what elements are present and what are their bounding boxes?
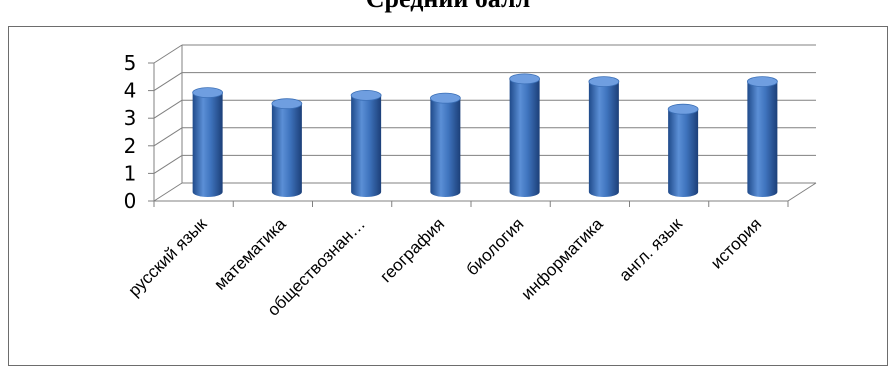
- x-tick-label: англ. язык: [615, 214, 686, 285]
- gridline-side: [153, 44, 183, 64]
- bar-top: [429, 92, 461, 104]
- bar: [271, 98, 303, 197]
- bar-top: [271, 98, 303, 110]
- bar-top: [509, 73, 541, 85]
- bar: [350, 90, 382, 197]
- bar-body: [588, 81, 619, 197]
- gridline-side: [153, 182, 183, 202]
- y-tick-label: 1: [124, 161, 137, 185]
- y-tick-label: 4: [124, 79, 137, 103]
- floor-right-edge: [787, 182, 817, 202]
- gridline-side: [153, 72, 183, 92]
- x-tick-label: история: [707, 214, 765, 272]
- bar-top: [192, 87, 224, 99]
- x-tick-label: география: [376, 214, 448, 286]
- bar-top: [350, 90, 382, 101]
- y-tick-label: 0: [124, 189, 137, 213]
- bar: [588, 76, 620, 197]
- gridline-side: [153, 99, 183, 119]
- x-tick-label: русский язык: [125, 214, 211, 300]
- bar-body: [351, 95, 382, 197]
- x-tick-label: информатика: [518, 214, 608, 304]
- bar-body: [668, 109, 699, 197]
- chart-title: Средний балл: [0, 0, 896, 14]
- gridline-side: [153, 154, 183, 174]
- bar: [192, 87, 224, 197]
- bar-body: [509, 78, 540, 197]
- bar: [429, 92, 461, 197]
- bar: [667, 103, 699, 197]
- bar-top: [746, 76, 778, 87]
- bar-top: [588, 76, 620, 87]
- y-tick-label: 5: [124, 51, 137, 75]
- bar: [509, 73, 541, 197]
- bar: [746, 76, 778, 197]
- bar-body: [430, 98, 461, 197]
- bar-body: [747, 81, 778, 197]
- gridline-side: [153, 127, 183, 147]
- y-tick-label: 3: [124, 106, 137, 130]
- bar-top: [667, 103, 699, 115]
- bar-body: [271, 103, 302, 197]
- x-tick-label: биология: [463, 214, 528, 279]
- x-tick-label: математика: [210, 214, 290, 294]
- bar-body: [192, 92, 223, 197]
- y-tick-label: 2: [124, 134, 137, 158]
